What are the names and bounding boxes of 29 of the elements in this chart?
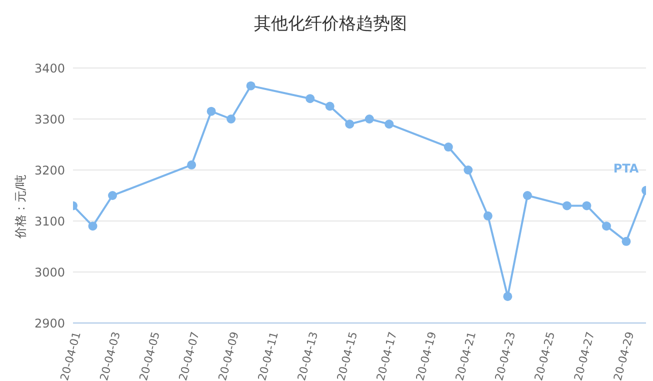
point: [444, 142, 453, 152]
point: [206, 106, 216, 116]
y-tick-label: 2900: [34, 316, 65, 330]
point: [108, 191, 118, 200]
point: [503, 292, 512, 301]
series-label: PTA: [613, 161, 640, 176]
y-tick-label: 3000: [34, 265, 65, 280]
y-tick-label: 3400: [34, 61, 65, 76]
y-tick-label: 3300: [34, 112, 65, 126]
point: [306, 94, 315, 104]
point: [464, 166, 473, 174]
point: [522, 191, 532, 200]
point: [246, 81, 256, 90]
point: [562, 201, 572, 210]
y-tick-label: 3200: [34, 163, 65, 178]
point: [187, 160, 196, 170]
point: [325, 102, 334, 111]
point: [483, 211, 492, 220]
point: [582, 201, 592, 210]
point: [622, 236, 631, 246]
point: [602, 222, 611, 231]
point: [226, 114, 236, 124]
y-tick-label: 3100: [34, 214, 65, 228]
point: [345, 120, 354, 129]
point: [88, 222, 98, 231]
chart-title: 其他化纤价格趋势图: [253, 13, 408, 35]
point: [364, 114, 374, 124]
point: [384, 120, 394, 129]
y-axis-title: 价格：元/吨: [12, 173, 28, 241]
